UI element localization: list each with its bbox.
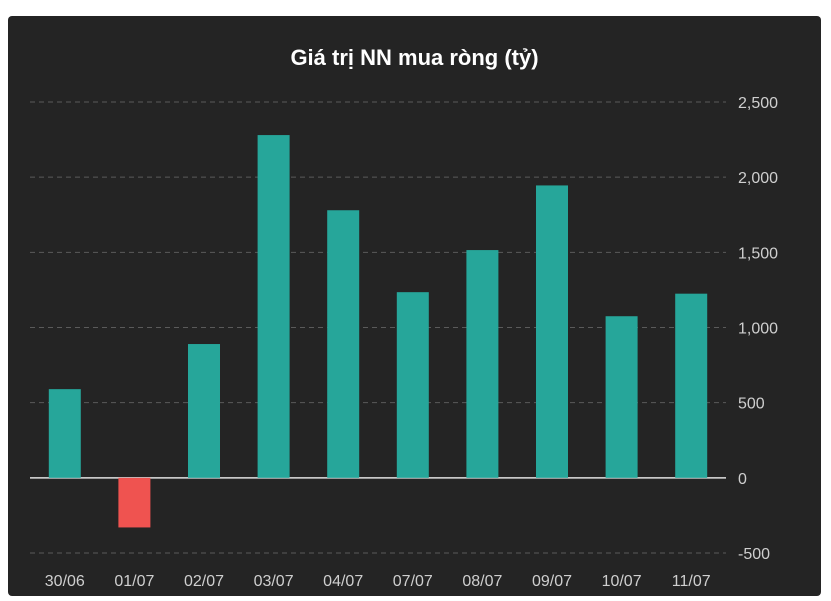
chart-panel: Giá trị NN mua ròng (tỷ) -500 0 500 1,000 1,… bbox=[8, 16, 821, 596]
bar-30-06 bbox=[48, 389, 81, 478]
x-tick-label: 07/07 bbox=[393, 573, 433, 590]
bar-03-07 bbox=[257, 135, 290, 478]
bar-10-07 bbox=[605, 316, 638, 478]
y-tick-label: 0 bbox=[738, 471, 747, 488]
y-tick-label: 2,000 bbox=[738, 170, 778, 187]
x-tick-label: 04/07 bbox=[323, 573, 363, 590]
bar-04-07 bbox=[327, 210, 360, 478]
x-tick-label: 01/07 bbox=[114, 573, 154, 590]
y-tick-label: 1,500 bbox=[738, 245, 778, 262]
bar-11-07 bbox=[675, 293, 708, 478]
x-tick-label: 10/07 bbox=[602, 573, 642, 590]
x-tick-label: 09/07 bbox=[532, 573, 572, 590]
y-tick-label: 2,500 bbox=[738, 95, 778, 112]
y-tick-label: 1,000 bbox=[738, 321, 778, 338]
bar-07-07 bbox=[396, 292, 429, 478]
x-tick-label: 03/07 bbox=[254, 573, 294, 590]
x-tick-label: 08/07 bbox=[462, 573, 502, 590]
bar-08-07 bbox=[466, 250, 499, 478]
x-tick-label: 11/07 bbox=[672, 573, 711, 590]
y-tick-label: -500 bbox=[738, 546, 770, 563]
y-tick-label: 500 bbox=[738, 396, 765, 413]
chart-title: Giá trị NN mua ròng (tỷ) bbox=[290, 45, 539, 70]
bar-chart: -500 0 500 1,000 1,500 2,000 2,500 30/06 01/07 02… bbox=[30, 95, 778, 590]
bar-09-07 bbox=[536, 185, 568, 478]
bar-02-07 bbox=[188, 344, 220, 478]
bar-01-07 bbox=[118, 477, 151, 528]
x-tick-label: 02/07 bbox=[184, 573, 224, 590]
x-tick-label: 30/06 bbox=[45, 573, 85, 590]
